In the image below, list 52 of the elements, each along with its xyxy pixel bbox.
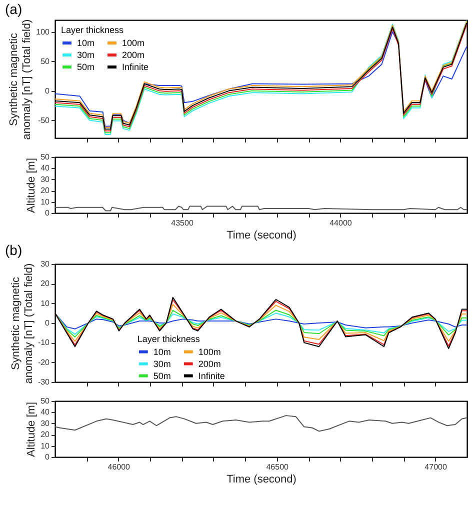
y-tick-label: 0 (45, 208, 50, 218)
line-series (54, 312, 468, 330)
y-tick-label: 0 (45, 452, 50, 462)
y-tick-label: 10 (40, 441, 50, 450)
y-tick-label: 50 (40, 396, 50, 406)
y-tick-label: 30 (40, 260, 50, 268)
legend-label: 10m (153, 346, 171, 357)
y-tick-label: 0 (45, 86, 50, 96)
x-axis-title: Time (second) (226, 230, 296, 242)
y-axis-title: Synthetic magnetic anomaly [nT] (Total field) (8, 19, 34, 140)
x-tick-label: 46500 (266, 462, 290, 472)
legend-label: 200m (122, 50, 145, 60)
legend-label: Infinite (198, 370, 225, 381)
x-tick-label: 47000 (424, 462, 448, 472)
legend-title: Layer thickness (137, 334, 200, 344)
legend-label: 10m (77, 38, 95, 48)
y-tick-label: 30 (40, 174, 50, 184)
y-tick-label: -50 (38, 116, 50, 125)
legend-label: 100m (198, 346, 221, 357)
y-tick-label: 20 (40, 430, 50, 440)
legend-label: 50m (77, 62, 95, 72)
y-tick-label: 0 (45, 318, 50, 328)
x-axis-title: Time (second) (226, 474, 296, 486)
y-tick-label: 100 (36, 27, 50, 36)
legend-label: 30m (77, 50, 95, 60)
y-tick-label: 50 (40, 56, 50, 66)
y-tick-label: 20 (40, 279, 50, 288)
y-tick-label: 50 (40, 152, 50, 162)
y-tick-label: -30 (38, 378, 50, 386)
legend-label: 100m (122, 38, 145, 48)
y-axis-title: Altitude [m] (26, 402, 38, 458)
y-tick-label: 10 (40, 298, 50, 308)
y-axis-title: Synthetic magnetic anomaly [nT] (Total field) (10, 263, 35, 384)
x-tick-label: 44000 (330, 218, 352, 228)
legend-title: Layer thickness (61, 25, 124, 35)
y-tick-label: -10 (38, 338, 50, 348)
chart-title: (a) (5, 0, 22, 17)
y-tick-label: 40 (40, 164, 50, 173)
legend-label: 200m (198, 358, 221, 369)
y-tick-label: 10 (40, 197, 50, 206)
y-tick-label: 40 (40, 408, 50, 417)
x-tick-label: 46000 (108, 462, 131, 472)
x-tick-label: 43500 (171, 218, 194, 228)
line-series (54, 415, 468, 432)
y-tick-label: 30 (40, 418, 50, 428)
legend-label: Infinite (122, 62, 149, 72)
y-tick-label: 20 (40, 186, 50, 196)
y-tick-label: -20 (38, 358, 50, 367)
chart-title: (b) (5, 242, 22, 258)
y-axis-title: Altitude [m] (26, 158, 38, 214)
legend-label: 30m (153, 358, 171, 369)
legend-label: 50m (153, 370, 171, 381)
